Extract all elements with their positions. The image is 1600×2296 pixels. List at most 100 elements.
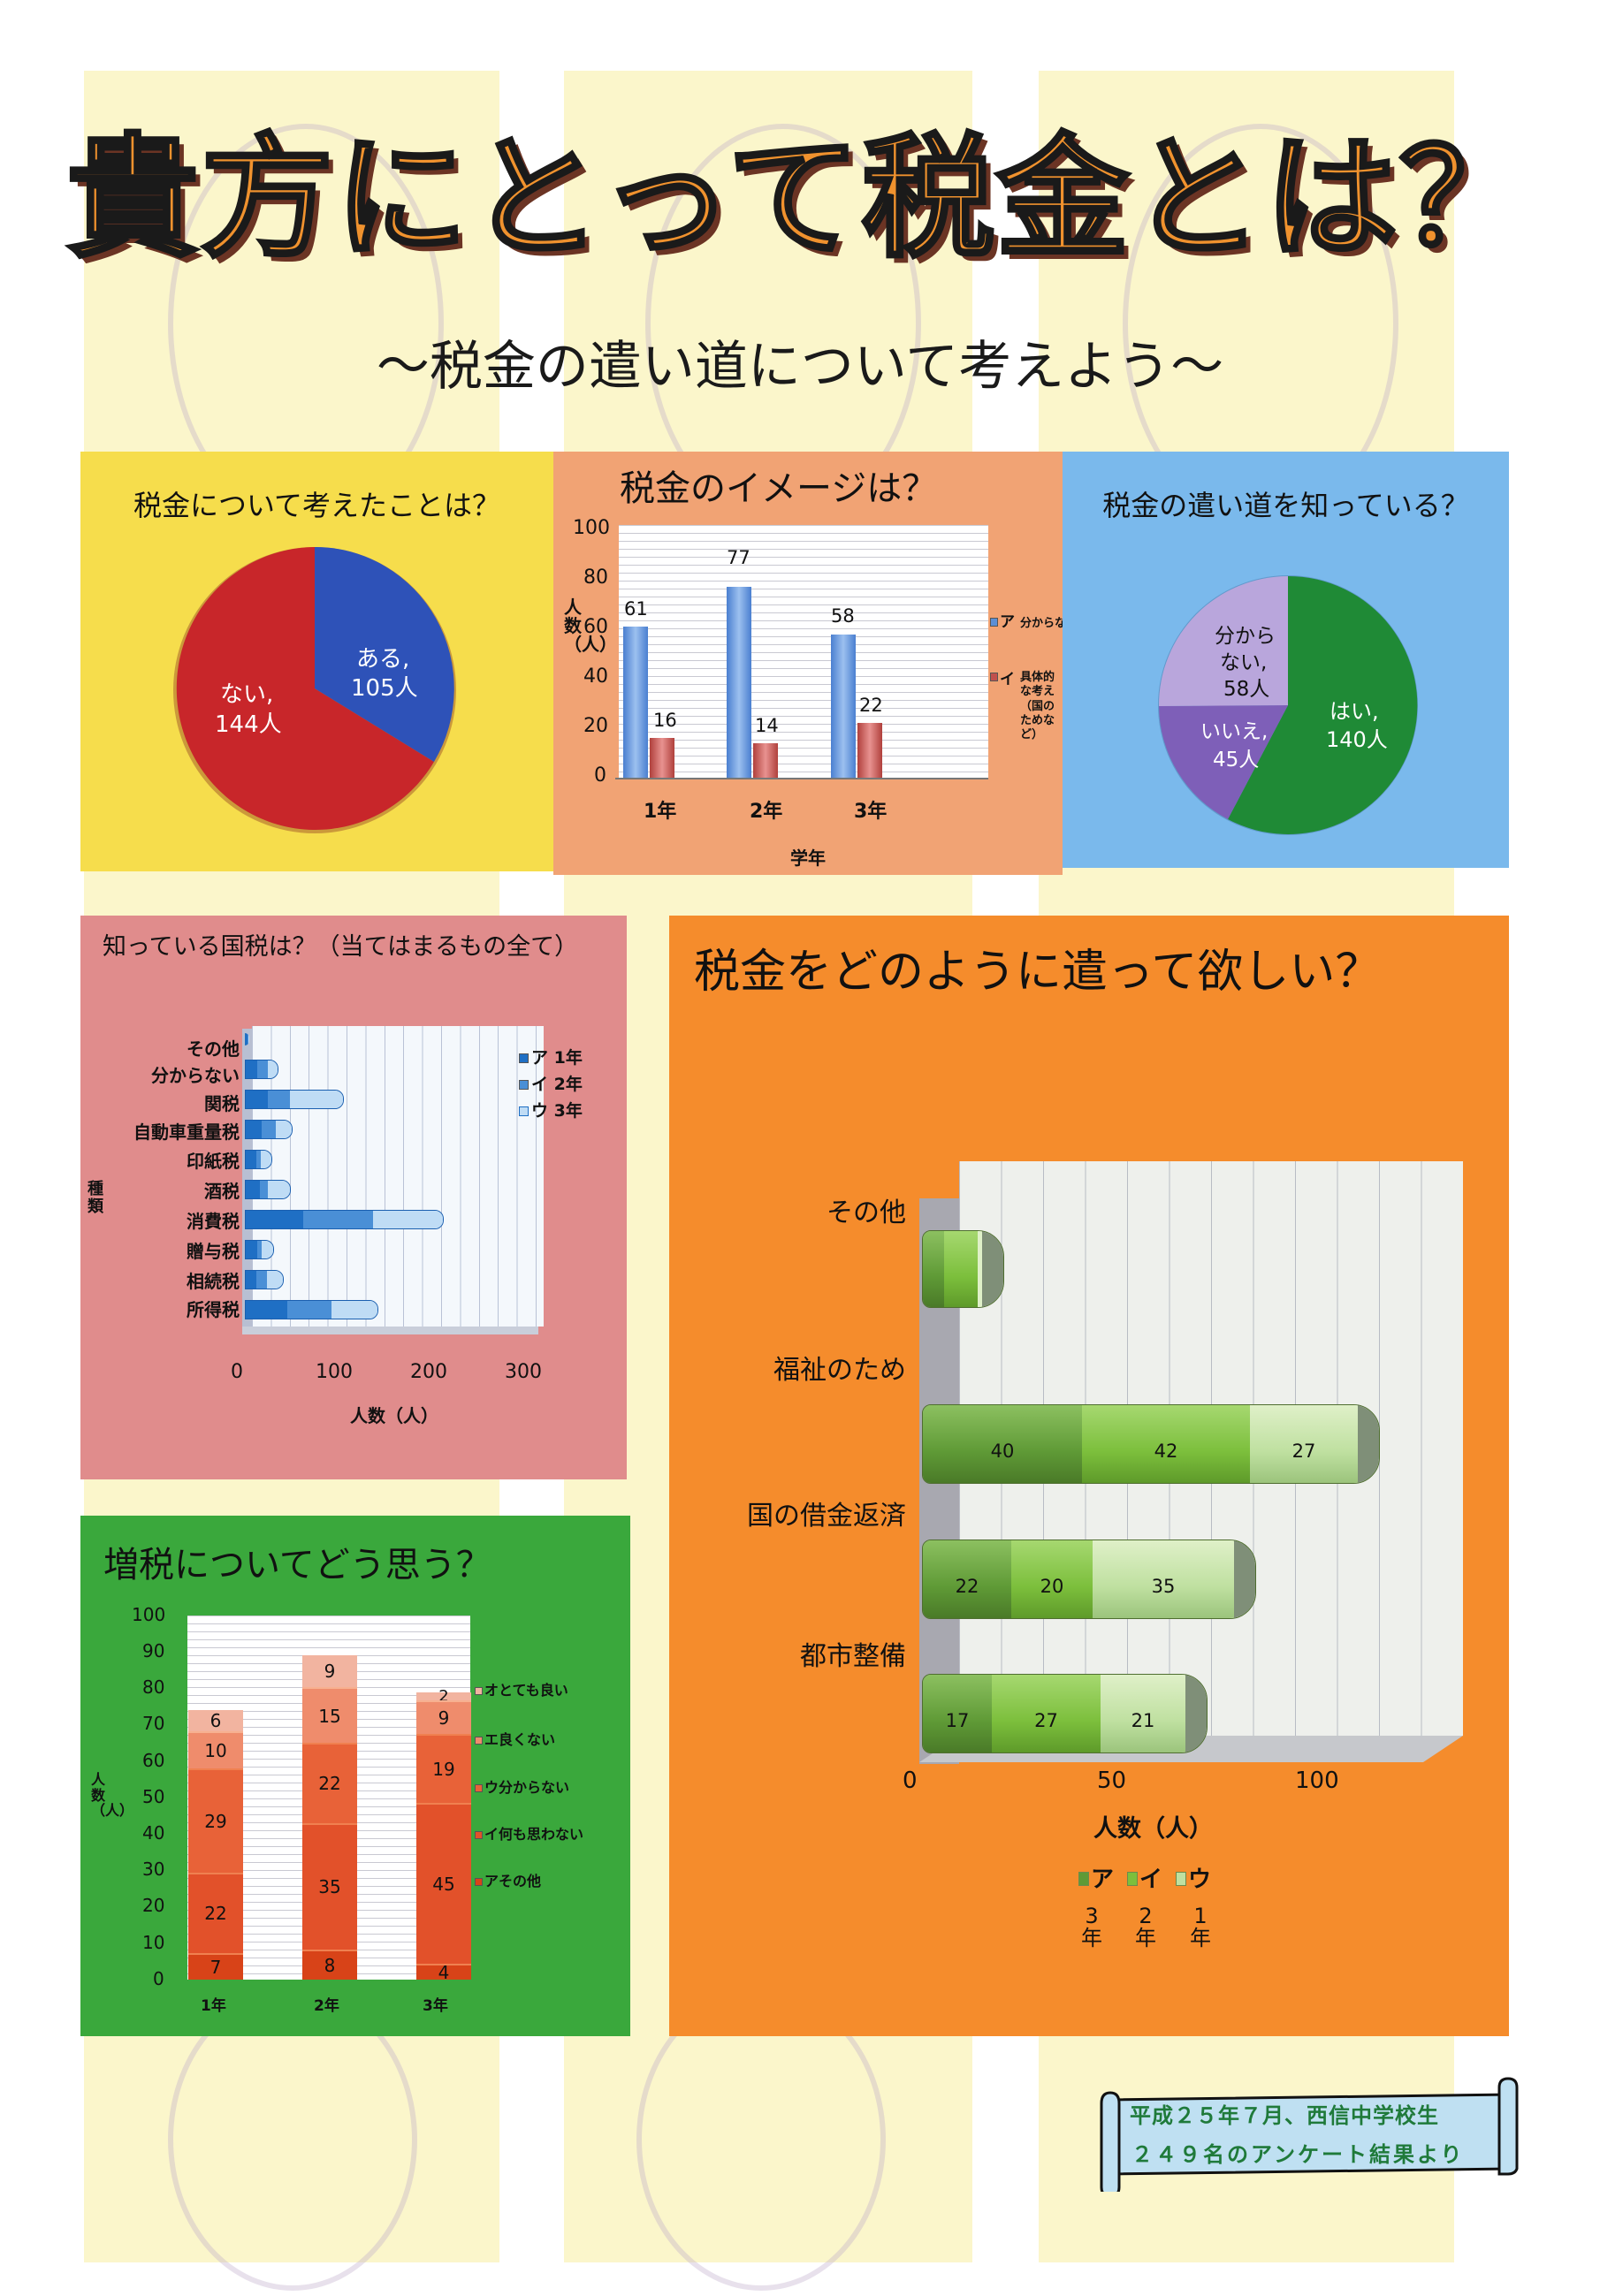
y-tick: 20	[142, 1895, 165, 1916]
bar-sonota[interactable]	[245, 1033, 249, 1045]
legend-label: アその他	[484, 1873, 542, 1889]
pie-value-hai: 140人	[1326, 727, 1388, 752]
legend-key-a: ア	[1000, 613, 1015, 631]
legend-swatch-wakaranai	[475, 1784, 483, 1792]
legend-label: イ 2年	[531, 1075, 583, 1094]
bar-shotokuzei[interactable]	[245, 1300, 378, 1319]
legend-year: 3年	[1081, 1904, 1102, 1951]
pie-label-aru: ある,	[356, 646, 410, 673]
pie-slice-iie	[1159, 705, 1288, 819]
bar-b-3nen[interactable]	[857, 723, 882, 778]
stacked-column-3nen[interactable]: 4 45 19 9 2	[416, 1689, 471, 1983]
y-tick: 40	[583, 665, 608, 688]
bar-zouyozei[interactable]	[245, 1240, 274, 1259]
category-label: 分からない	[151, 1065, 240, 1086]
segment: 9	[416, 1699, 471, 1734]
x-tick: 0	[903, 1768, 918, 1794]
panel-how-to-use-tax: 税金をどのように遣って欲しい？ 40 42 27 22 20 35 17 27 …	[669, 916, 1509, 2036]
legend-label: エ良くない	[484, 1731, 556, 1748]
data-label: 16	[653, 710, 677, 731]
legend-year: 1年	[1190, 1904, 1211, 1951]
y-tick: 0	[153, 1968, 164, 1989]
bar-shakkin-hensai[interactable]: 22 20 35	[922, 1540, 1256, 1619]
category-label: 国の借金返済	[747, 1501, 906, 1532]
bar-wakaranai[interactable]	[245, 1060, 278, 1079]
chart-title: 知っている国税は？（当てはまるもの全て）	[103, 933, 579, 961]
pie-value-wakaranai: 58人	[1223, 678, 1270, 701]
category-label: 都市整備	[800, 1641, 906, 1672]
y-tick: 70	[142, 1713, 165, 1734]
panel-known-national-taxes: 知っている国税は？（当てはまるもの全て） その他 分からない 関税 自動車重量税…	[80, 916, 627, 1479]
bar-shuzei[interactable]	[245, 1180, 291, 1199]
legend-key: ア	[1091, 1866, 1115, 1893]
segment: 15	[302, 1687, 357, 1743]
bar-toshi-seibi[interactable]: 17 27 21	[922, 1674, 1208, 1753]
legend-swatch-yokunai	[475, 1737, 483, 1745]
poster-title: 貴方にとって税金とは？	[65, 122, 1534, 276]
source-note-line1: 平成２５年７月、西信中学校生	[1130, 2103, 1439, 2128]
y-tick: 50	[142, 1786, 165, 1807]
bar-b-1nen[interactable]	[650, 738, 674, 778]
bar-a-3nen[interactable]	[831, 635, 856, 778]
plot-area	[619, 525, 988, 778]
chart-title: 税金の遣い道を知っている？	[1102, 489, 1469, 522]
bar-a-2nen[interactable]	[727, 587, 751, 778]
category-label: 印紙税	[187, 1151, 240, 1172]
bar-a-1nen[interactable]	[623, 627, 648, 778]
data-label: 61	[624, 598, 648, 620]
bar-sonota[interactable]	[922, 1230, 1004, 1308]
plot-side-wall	[242, 1029, 252, 1329]
chart-title: 税金について考えたことは？	[133, 489, 501, 522]
stacked-column-2nen[interactable]: 8 35 22 15 9	[302, 1655, 357, 1980]
segment: 35	[302, 1822, 357, 1950]
segment: 17	[923, 1675, 992, 1752]
y-tick: 100	[573, 517, 610, 539]
legend-key-b: イ	[1000, 671, 1015, 688]
category-label: 酒税	[204, 1181, 240, 1202]
legend-key: イ	[1139, 1866, 1163, 1893]
y-axis-label: 人数（人）	[564, 597, 617, 655]
panel-tax-image: 税金のイメージは？ 100 80 60 40 20 0 人数（人） 61 16 …	[553, 452, 1063, 875]
category-label: 相続税	[187, 1271, 240, 1292]
pie-label-wakaranai-2: ない,	[1220, 651, 1268, 674]
x-axis-label: 人数（人）	[1093, 1815, 1213, 1843]
x-tick: 300	[505, 1361, 542, 1383]
segment: 22	[923, 1540, 1011, 1618]
pie-label-nai: ない,	[220, 681, 274, 708]
x-axis-label: 学年	[790, 848, 826, 869]
x-tick: 200	[410, 1361, 447, 1383]
legend-swatch-nanimo	[475, 1831, 483, 1839]
category-label: その他	[827, 1197, 906, 1228]
bar-fukushi[interactable]: 40 42 27	[922, 1404, 1380, 1484]
segment: 2	[416, 1689, 471, 1704]
bar-inshizei[interactable]	[245, 1150, 272, 1169]
data-label: 22	[859, 695, 883, 716]
y-tick: 100	[132, 1604, 166, 1625]
x-axis-label: 人数（人）	[350, 1405, 438, 1426]
x-tick: 2年	[750, 801, 783, 823]
source-note-line2: ２４９名のアンケート結果より	[1131, 2142, 1465, 2167]
bar-shouhizei[interactable]	[245, 1210, 444, 1229]
segment: 27	[992, 1675, 1101, 1752]
y-axis-label: 人数（人）	[91, 1771, 134, 1820]
y-tick: 60	[142, 1750, 165, 1771]
category-label: 消費税	[187, 1211, 240, 1232]
category-label: 関税	[204, 1093, 240, 1114]
segment: 22	[188, 1873, 243, 1953]
bar-kanzei[interactable]	[245, 1090, 344, 1109]
x-tick: 1年	[644, 801, 677, 823]
data-label: 14	[755, 715, 779, 736]
stacked-column-1nen[interactable]: 7 22 29 10 6	[188, 1710, 243, 1980]
bar-souzokuzei[interactable]	[245, 1270, 284, 1289]
scroll-banner-icon	[1100, 2077, 1519, 2192]
legend-label-a: 分からない	[1020, 617, 1063, 630]
bar-b-2nen[interactable]	[753, 743, 778, 778]
bar-jidoushajuuryouzei[interactable]	[245, 1120, 293, 1139]
pie-value-aru: 105人	[351, 675, 418, 702]
legend-label: ウ分からない	[484, 1779, 570, 1796]
panel-know-tax-use: 税金の遣い道を知っている？ はい, 140人 いいえ, 45人 分から ない, …	[1063, 452, 1509, 868]
segment: 21	[1101, 1675, 1185, 1752]
legend-swatch-3nen	[1078, 1872, 1089, 1886]
category-label: 所得税	[187, 1299, 240, 1320]
y-tick: 20	[583, 715, 608, 737]
